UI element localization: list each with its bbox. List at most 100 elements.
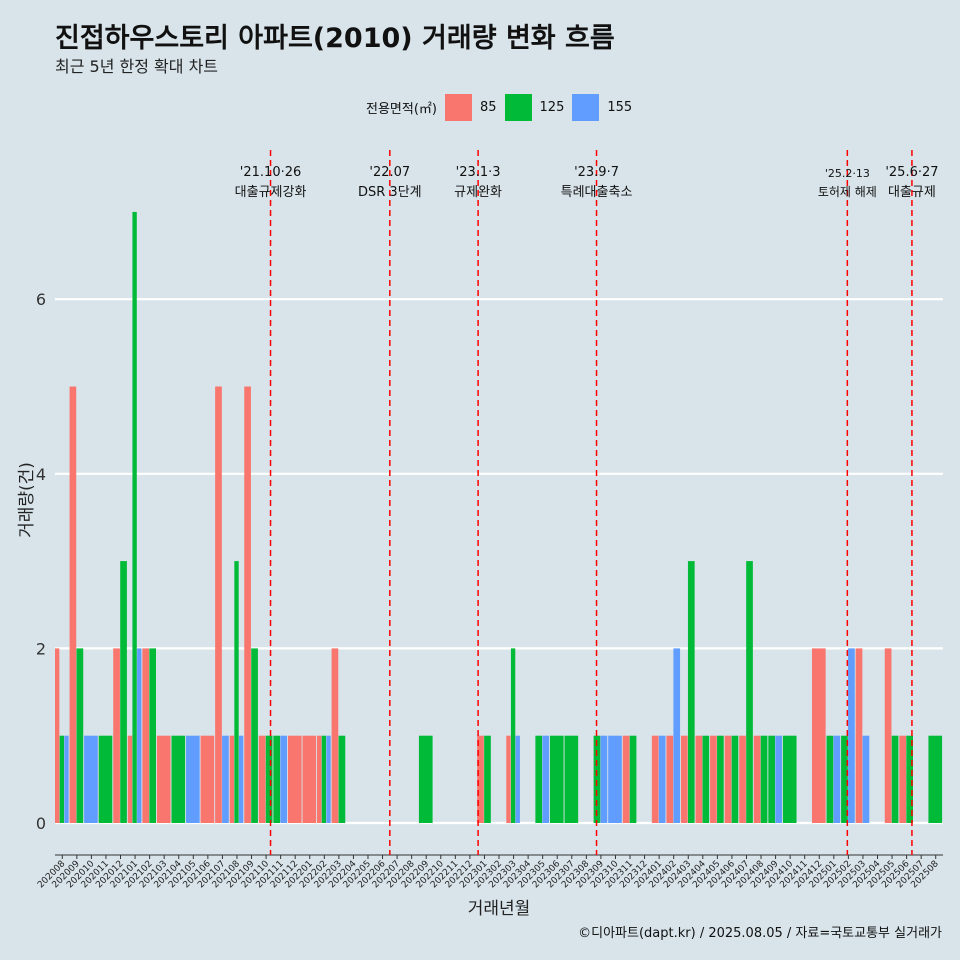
bar [753,735,761,823]
bar [928,735,943,823]
bar [629,735,637,823]
bar [238,735,244,823]
event-label-name: DSR 3단계 [358,185,422,200]
bar [666,735,674,823]
bar [234,561,239,823]
bar [149,648,156,823]
bar [739,735,746,823]
event-label-date: '23.1·3 [456,165,501,180]
source-caption: ©디아파트(dapt.kr) / 2025.08.05 / 자료=국토교통부 실… [578,926,942,941]
bar [64,735,69,823]
legend-item-125: 125 [504,93,565,121]
event-label-date: '22.07 [369,165,410,180]
bar [848,648,855,823]
bar [841,735,848,823]
bar [717,735,724,823]
bar [542,735,550,823]
bar [535,735,543,823]
bar [862,735,870,823]
bar [710,735,717,823]
bar [229,735,235,823]
legend-label-85: 85 [479,99,497,115]
bar [622,735,630,823]
bar [84,735,98,823]
bar [55,648,60,823]
bar [833,735,841,823]
y-tick-label: 4 [36,465,46,484]
bar [891,735,899,823]
event-label-name: 대출규제 [888,185,936,200]
bar [768,735,775,823]
legend: 전용면적(㎡) 85 125 155 [366,92,640,122]
bar [702,735,710,823]
bar [302,735,317,823]
y-tick-label: 6 [36,290,46,309]
bar [142,648,150,823]
chart-subtitle: 최근 5년 한정 확대 차트 [55,57,219,76]
bar [76,648,84,823]
bar [418,735,433,823]
bar [855,648,863,823]
bar [273,735,281,823]
bar [127,735,133,823]
bar [200,735,215,823]
bar [695,735,703,823]
bar [510,648,516,823]
event-label-name: 규제완화 [454,185,502,200]
event-label-name: 대출규제강화 [235,185,307,200]
bar [321,735,327,823]
event-label-date: '25.6·27 [885,165,938,180]
bar [775,735,782,823]
bar [222,735,229,823]
bar [782,735,797,823]
bar [258,735,266,823]
bar [156,735,171,823]
bar [98,735,113,823]
bar [549,735,564,823]
legend-swatch-85 [444,93,472,121]
y-tick-label: 0 [36,814,46,833]
bar [658,735,666,823]
bar [600,735,608,823]
bar [287,735,302,823]
bar [265,735,273,823]
bar [680,735,688,823]
bar [564,735,579,823]
bar [215,386,222,823]
y-tick-label: 2 [36,639,46,658]
legend-swatch-155 [572,93,600,121]
bar [515,735,520,823]
bar [317,735,322,823]
event-label-name: 토허제 해제 [818,185,877,199]
bar [651,735,659,823]
bar [906,735,913,823]
bar [608,735,622,823]
bar [132,211,137,823]
bar [760,735,768,823]
legend-item-155: 155 [572,93,633,121]
bar [477,735,484,823]
bar [506,735,511,823]
event-label-date: '23.9·7 [574,165,619,180]
legend-label-125: 125 [539,99,565,115]
bar [326,735,331,823]
bar [251,648,258,823]
bar [331,648,339,823]
bar [593,735,601,823]
legend-title: 전용면적(㎡) [366,101,437,117]
bar [484,735,491,823]
bar [280,735,288,823]
bar [826,735,834,823]
bar [899,735,907,823]
bar [113,648,120,823]
bar [137,648,142,823]
bar [120,561,127,823]
bar [338,735,346,823]
bar [69,386,77,823]
y-axis-title: 거래량(건) [17,462,37,538]
bar [746,561,753,823]
bar [171,735,186,823]
legend-label-155: 155 [607,99,633,115]
legend-swatch-125 [504,93,532,121]
